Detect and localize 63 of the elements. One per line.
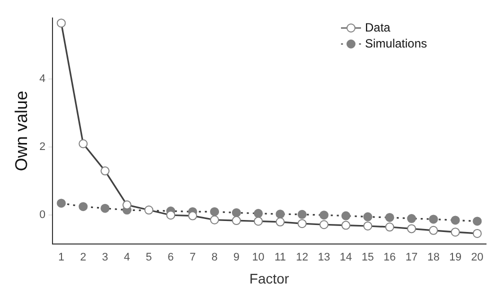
point [428,214,438,224]
point [232,208,241,218]
point [472,216,482,226]
point [428,226,438,235]
x-axis-title: Factor [249,270,290,286]
x-tick-label: 11 [274,252,286,264]
y-tick-label: 2 [39,141,46,154]
point [276,217,285,226]
point [254,208,263,218]
point [341,220,350,230]
point [100,204,110,213]
x-tick-label: 1 [58,252,64,264]
x-tick-label: 4 [124,252,130,264]
x-tick-label: 10 [252,252,264,264]
point [363,221,372,230]
point [298,210,307,219]
point [450,228,460,237]
x-tick-label: 5 [146,252,152,264]
point [319,210,328,220]
point [210,215,220,224]
point [407,214,416,224]
x-tick-label: 6 [168,252,174,264]
x-tick-label: 17 [405,252,418,264]
point [78,139,88,148]
point [188,211,198,220]
y-tick-label: 4 [39,73,46,86]
point [450,216,460,225]
point [472,228,482,238]
x-tick-label: 12 [296,252,308,264]
point [166,210,176,220]
point [232,216,241,226]
x-tick-label: 16 [384,252,396,264]
point [363,212,372,222]
point [298,219,307,228]
point [341,211,350,220]
legend-label: Simulations [365,36,428,50]
point [122,200,132,210]
point [78,202,88,212]
point [407,224,416,234]
point [100,166,110,176]
x-tick-label: 7 [190,252,196,264]
x-tick-label: 15 [362,252,374,264]
x-tick-label: 8 [211,252,218,264]
x-tick-label: 13 [318,252,330,264]
point [254,216,263,226]
point [385,222,394,232]
y-tick-label: 0 [39,209,46,222]
x-tick-label: 14 [340,252,352,264]
point [276,210,285,219]
point [56,198,66,208]
point [210,207,220,216]
x-tick-label: 2 [80,252,86,264]
point [144,206,154,215]
x-tick-label: 18 [427,252,440,264]
point [385,212,394,222]
y-axis-title: Own value [12,90,31,172]
x-tick-label: 19 [449,252,462,264]
point [56,18,66,28]
x-tick-label: 9 [233,252,240,264]
point [319,220,328,230]
x-tick-label: 20 [471,252,484,264]
x-tick-label: 3 [102,252,108,264]
legend-label: Data [365,20,391,34]
